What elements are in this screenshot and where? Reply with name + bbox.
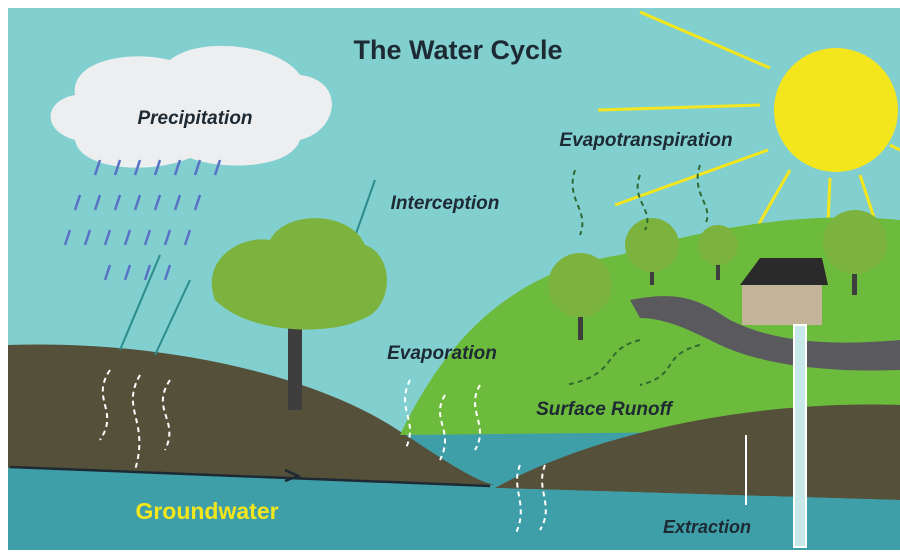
label-evaporation: Evaporation [387,343,497,364]
label-extraction: Extraction [663,517,751,537]
water-cycle-diagram: The Water Cycle Precipitation Intercepti… [0,0,900,558]
label-evapotranspiration: Evapotranspiration [559,130,732,151]
label-groundwater: Groundwater [135,498,278,524]
label-interception: Interception [391,193,500,214]
label-precipitation: Precipitation [137,108,252,129]
title: The Water Cycle [353,35,562,65]
label-surface-runoff: Surface Runoff [536,399,674,420]
sun [774,48,898,172]
